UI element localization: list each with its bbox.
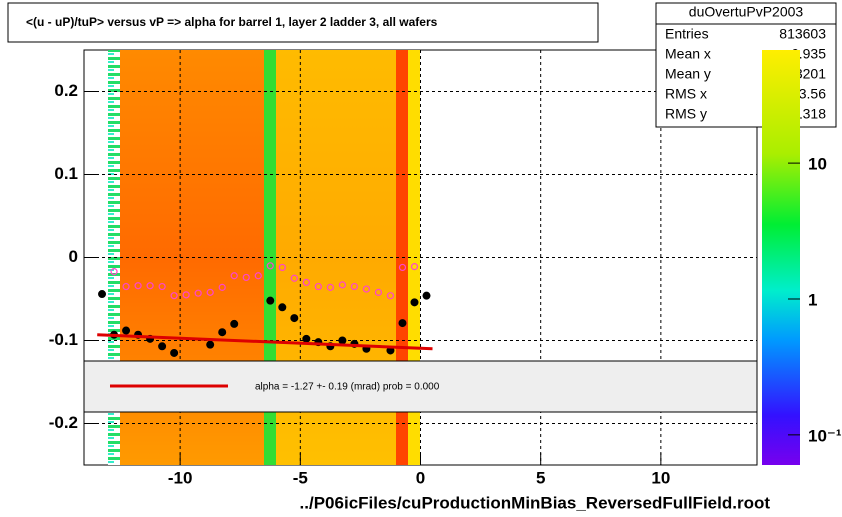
stats-name: Mean y xyxy=(665,66,711,82)
data-point xyxy=(290,314,299,323)
data-point xyxy=(158,342,167,351)
data-point xyxy=(122,326,131,335)
data-point xyxy=(98,290,107,299)
data-point xyxy=(302,334,311,343)
data-point xyxy=(206,340,215,349)
stats-name: RMS x xyxy=(665,86,707,102)
stats-name: Mean x xyxy=(665,46,711,62)
data-point xyxy=(194,289,202,297)
data-point xyxy=(338,336,347,345)
title-box xyxy=(7,2,599,43)
data-point xyxy=(122,282,130,291)
data-point xyxy=(398,263,407,272)
data-point xyxy=(290,274,298,282)
x-tick-label: -5 xyxy=(293,468,308,487)
z-tick-label: 1 xyxy=(808,290,817,309)
data-point xyxy=(278,303,287,312)
fit-label: alpha = -1.27 +- 0.19 (mrad) prob = 0.00… xyxy=(255,382,440,393)
data-point xyxy=(314,282,322,291)
data-point xyxy=(134,282,142,290)
data-point xyxy=(170,348,179,357)
y-tick-label: 0.1 xyxy=(54,164,78,183)
chart-title: <(u - uP)/tuP> versus vP => alpha for ba… xyxy=(26,15,438,29)
data-point xyxy=(170,292,178,300)
y-tick-label: 0 xyxy=(69,247,78,266)
data-point xyxy=(338,281,346,289)
data-point xyxy=(422,291,431,300)
stats-value: 3.56 xyxy=(799,86,826,102)
data-point xyxy=(242,273,250,282)
data-point xyxy=(206,288,214,296)
data-point xyxy=(410,298,419,307)
data-point xyxy=(398,319,407,328)
y-tick-label: -0.1 xyxy=(49,330,78,349)
stats-name: RMS y xyxy=(665,106,707,122)
data-point xyxy=(110,268,118,276)
data-point xyxy=(146,282,154,290)
data-point xyxy=(218,328,227,337)
data-point xyxy=(326,283,334,291)
data-point xyxy=(182,291,190,299)
x-tick-label: 10 xyxy=(651,468,670,487)
data-point xyxy=(254,272,262,280)
data-point xyxy=(350,282,359,291)
data-point xyxy=(266,262,274,270)
data-point xyxy=(218,283,226,291)
x-tick-label: -10 xyxy=(168,468,193,487)
z-tick-label: 10⁻¹ xyxy=(808,426,842,445)
data-point xyxy=(302,278,310,286)
z-palette xyxy=(762,50,800,465)
x-tick-label: 5 xyxy=(536,468,545,487)
y-tick-label: -0.2 xyxy=(49,413,78,432)
data-point xyxy=(278,263,286,272)
data-point xyxy=(230,319,239,328)
data-point xyxy=(374,288,383,296)
data-point xyxy=(266,296,275,305)
data-point xyxy=(158,282,166,291)
x-axis-label: ../P06icFiles/cuProductionMinBias_Revers… xyxy=(300,493,771,512)
data-point xyxy=(410,263,419,271)
y-tick-label: 0.2 xyxy=(54,81,78,100)
data-point xyxy=(230,272,238,280)
stats-title: duOvertuPvP2003 xyxy=(689,4,804,20)
stats-name: Entries xyxy=(665,26,709,42)
data-point xyxy=(362,285,371,293)
fit-line xyxy=(97,333,433,351)
stats-value: 813603 xyxy=(779,26,826,42)
data-point xyxy=(386,292,395,300)
z-tick-label: 10 xyxy=(808,155,827,174)
x-tick-label: 0 xyxy=(416,468,425,487)
